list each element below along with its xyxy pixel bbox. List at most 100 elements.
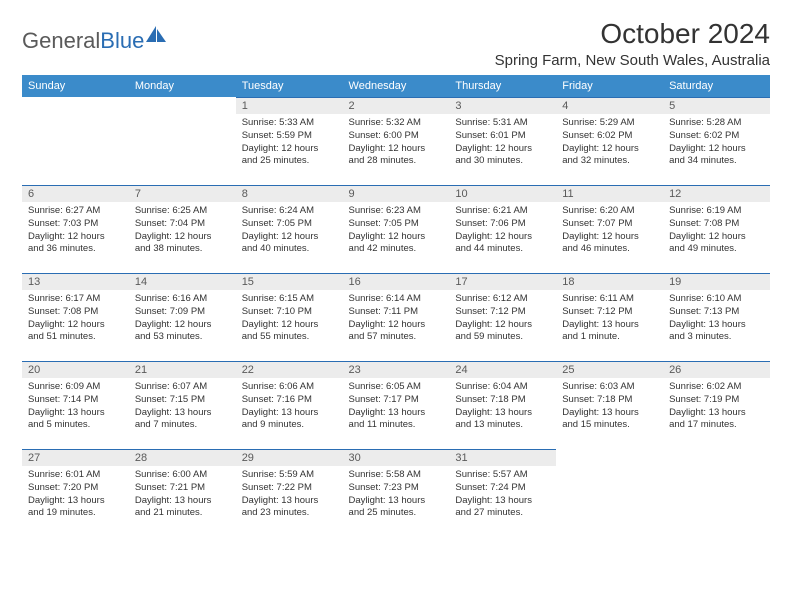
- calendar-day: 8Sunrise: 6:24 AMSunset: 7:05 PMDaylight…: [236, 185, 343, 273]
- calendar-week: 13Sunrise: 6:17 AMSunset: 7:08 PMDayligh…: [22, 273, 770, 361]
- logo: GeneralBlue: [22, 18, 168, 55]
- daylight-line: Daylight: 13 hours and 7 minutes.: [135, 407, 230, 433]
- sunset-line: Sunset: 7:24 PM: [455, 482, 550, 495]
- sunset-line: Sunset: 7:03 PM: [28, 218, 123, 231]
- day-details: Sunrise: 6:07 AMSunset: 7:15 PMDaylight:…: [129, 378, 236, 436]
- daylight-line: Daylight: 12 hours and 53 minutes.: [135, 319, 230, 345]
- sunset-line: Sunset: 7:13 PM: [669, 306, 764, 319]
- daylight-line: Daylight: 12 hours and 55 minutes.: [242, 319, 337, 345]
- weekday-header: Monday: [129, 75, 236, 97]
- calendar-day-empty: [556, 449, 663, 537]
- sunrise-line: Sunrise: 6:12 AM: [455, 293, 550, 306]
- sunrise-line: Sunrise: 6:15 AM: [242, 293, 337, 306]
- daylight-line: Daylight: 12 hours and 36 minutes.: [28, 231, 123, 257]
- daylight-line: Daylight: 12 hours and 57 minutes.: [349, 319, 444, 345]
- calendar-day: 28Sunrise: 6:00 AMSunset: 7:21 PMDayligh…: [129, 449, 236, 537]
- day-details: Sunrise: 6:11 AMSunset: 7:12 PMDaylight:…: [556, 290, 663, 348]
- day-number: 6: [22, 185, 129, 202]
- calendar-page: GeneralBlue October 2024 Spring Farm, Ne…: [0, 0, 792, 537]
- sunrise-line: Sunrise: 6:27 AM: [28, 205, 123, 218]
- daylight-line: Daylight: 13 hours and 13 minutes.: [455, 407, 550, 433]
- daylight-line: Daylight: 13 hours and 19 minutes.: [28, 495, 123, 521]
- sunrise-line: Sunrise: 5:28 AM: [669, 117, 764, 130]
- calendar-day: 12Sunrise: 6:19 AMSunset: 7:08 PMDayligh…: [663, 185, 770, 273]
- location: Spring Farm, New South Wales, Australia: [495, 52, 770, 69]
- sunset-line: Sunset: 7:21 PM: [135, 482, 230, 495]
- sunset-line: Sunset: 7:07 PM: [562, 218, 657, 231]
- month-title: October 2024: [495, 18, 770, 50]
- sunset-line: Sunset: 7:22 PM: [242, 482, 337, 495]
- daylight-line: Daylight: 13 hours and 21 minutes.: [135, 495, 230, 521]
- calendar-day: 10Sunrise: 6:21 AMSunset: 7:06 PMDayligh…: [449, 185, 556, 273]
- day-details: Sunrise: 5:29 AMSunset: 6:02 PMDaylight:…: [556, 114, 663, 172]
- calendar-day-empty: [663, 449, 770, 537]
- daylight-line: Daylight: 12 hours and 38 minutes.: [135, 231, 230, 257]
- sunrise-line: Sunrise: 6:07 AM: [135, 381, 230, 394]
- sunrise-line: Sunrise: 6:03 AM: [562, 381, 657, 394]
- sunset-line: Sunset: 5:59 PM: [242, 130, 337, 143]
- daylight-line: Daylight: 12 hours and 46 minutes.: [562, 231, 657, 257]
- day-number: 15: [236, 273, 343, 290]
- day-number: 17: [449, 273, 556, 290]
- day-number: 12: [663, 185, 770, 202]
- sunset-line: Sunset: 7:15 PM: [135, 394, 230, 407]
- sunset-line: Sunset: 7:04 PM: [135, 218, 230, 231]
- day-details: Sunrise: 6:04 AMSunset: 7:18 PMDaylight:…: [449, 378, 556, 436]
- calendar-day: 9Sunrise: 6:23 AMSunset: 7:05 PMDaylight…: [343, 185, 450, 273]
- weekday-row: SundayMondayTuesdayWednesdayThursdayFrid…: [22, 75, 770, 97]
- calendar-day: 7Sunrise: 6:25 AMSunset: 7:04 PMDaylight…: [129, 185, 236, 273]
- day-number: 5: [663, 97, 770, 114]
- calendar-week: 1Sunrise: 5:33 AMSunset: 5:59 PMDaylight…: [22, 97, 770, 185]
- calendar-week: 20Sunrise: 6:09 AMSunset: 7:14 PMDayligh…: [22, 361, 770, 449]
- calendar-day: 11Sunrise: 6:20 AMSunset: 7:07 PMDayligh…: [556, 185, 663, 273]
- day-details: Sunrise: 5:59 AMSunset: 7:22 PMDaylight:…: [236, 466, 343, 524]
- sunset-line: Sunset: 7:08 PM: [28, 306, 123, 319]
- calendar-day: 2Sunrise: 5:32 AMSunset: 6:00 PMDaylight…: [343, 97, 450, 185]
- calendar-day: 21Sunrise: 6:07 AMSunset: 7:15 PMDayligh…: [129, 361, 236, 449]
- day-details: Sunrise: 5:58 AMSunset: 7:23 PMDaylight:…: [343, 466, 450, 524]
- day-number: 7: [129, 185, 236, 202]
- weekday-header: Wednesday: [343, 75, 450, 97]
- day-details: Sunrise: 6:03 AMSunset: 7:18 PMDaylight:…: [556, 378, 663, 436]
- daylight-line: Daylight: 12 hours and 40 minutes.: [242, 231, 337, 257]
- sunrise-line: Sunrise: 6:01 AM: [28, 469, 123, 482]
- calendar-day: 23Sunrise: 6:05 AMSunset: 7:17 PMDayligh…: [343, 361, 450, 449]
- day-details: Sunrise: 6:00 AMSunset: 7:21 PMDaylight:…: [129, 466, 236, 524]
- day-number: 27: [22, 449, 129, 466]
- day-details: Sunrise: 6:25 AMSunset: 7:04 PMDaylight:…: [129, 202, 236, 260]
- day-details: Sunrise: 5:32 AMSunset: 6:00 PMDaylight:…: [343, 114, 450, 172]
- sunset-line: Sunset: 7:06 PM: [455, 218, 550, 231]
- day-number: 10: [449, 185, 556, 202]
- day-details: Sunrise: 6:24 AMSunset: 7:05 PMDaylight:…: [236, 202, 343, 260]
- day-number: 20: [22, 361, 129, 378]
- sunset-line: Sunset: 7:14 PM: [28, 394, 123, 407]
- daylight-line: Daylight: 13 hours and 25 minutes.: [349, 495, 444, 521]
- weekday-header: Tuesday: [236, 75, 343, 97]
- day-number: 9: [343, 185, 450, 202]
- day-details: Sunrise: 6:16 AMSunset: 7:09 PMDaylight:…: [129, 290, 236, 348]
- day-number: 21: [129, 361, 236, 378]
- sunrise-line: Sunrise: 6:04 AM: [455, 381, 550, 394]
- day-number: 16: [343, 273, 450, 290]
- weekday-header: Saturday: [663, 75, 770, 97]
- day-number: 11: [556, 185, 663, 202]
- day-number: 23: [343, 361, 450, 378]
- daylight-line: Daylight: 12 hours and 25 minutes.: [242, 143, 337, 169]
- calendar-grid: SundayMondayTuesdayWednesdayThursdayFrid…: [22, 75, 770, 537]
- sunrise-line: Sunrise: 6:16 AM: [135, 293, 230, 306]
- sunset-line: Sunset: 6:01 PM: [455, 130, 550, 143]
- calendar-day: 26Sunrise: 6:02 AMSunset: 7:19 PMDayligh…: [663, 361, 770, 449]
- day-number: 22: [236, 361, 343, 378]
- calendar-day: 19Sunrise: 6:10 AMSunset: 7:13 PMDayligh…: [663, 273, 770, 361]
- logo-text-blue: Blue: [100, 28, 144, 53]
- day-number: 13: [22, 273, 129, 290]
- day-details: Sunrise: 6:06 AMSunset: 7:16 PMDaylight:…: [236, 378, 343, 436]
- calendar-day: 29Sunrise: 5:59 AMSunset: 7:22 PMDayligh…: [236, 449, 343, 537]
- sunrise-line: Sunrise: 5:32 AM: [349, 117, 444, 130]
- sunrise-line: Sunrise: 5:57 AM: [455, 469, 550, 482]
- day-details: Sunrise: 6:23 AMSunset: 7:05 PMDaylight:…: [343, 202, 450, 260]
- day-number: 25: [556, 361, 663, 378]
- calendar-day: 18Sunrise: 6:11 AMSunset: 7:12 PMDayligh…: [556, 273, 663, 361]
- sunrise-line: Sunrise: 5:59 AM: [242, 469, 337, 482]
- daylight-line: Daylight: 12 hours and 28 minutes.: [349, 143, 444, 169]
